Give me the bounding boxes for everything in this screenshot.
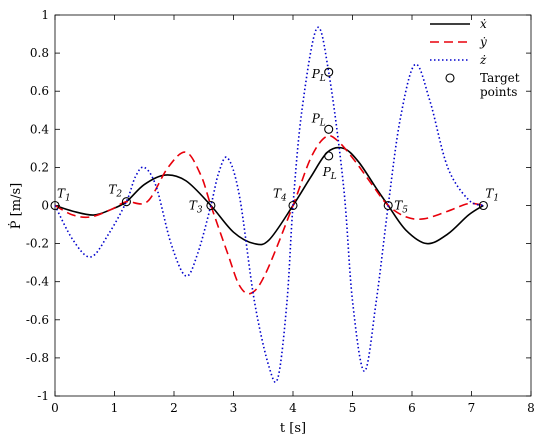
legend-swatch-3 (445, 73, 455, 83)
annotation-0: T1 (57, 187, 71, 204)
target-point-4 (383, 200, 393, 211)
annotation-7: PL (311, 111, 326, 128)
target-point-0 (50, 200, 60, 211)
target-point-1 (121, 197, 131, 207)
x-tick-label-6: 6 (408, 401, 416, 415)
target-point-6 (324, 151, 334, 161)
series-line-2 (54, 26, 484, 383)
x-tick-label-2: 2 (170, 401, 178, 415)
y-tick-label-10: 1 (41, 8, 49, 22)
annotation-2: T3 (189, 199, 203, 216)
target-point-8 (324, 67, 334, 77)
y-tick-label-2: -0.6 (26, 313, 49, 327)
x-tick-label-5: 5 (349, 401, 357, 415)
y-tick-label-8: 0.6 (30, 84, 49, 98)
annotation-8: PL (322, 165, 337, 182)
legend-label-2: ż (479, 53, 487, 67)
target-point-3 (288, 200, 298, 211)
legend-label-1: ẏ (479, 35, 487, 49)
series-line-1 (54, 134, 484, 295)
y-tick-label-0: -1 (37, 389, 49, 403)
x-tick-label-7: 7 (468, 401, 476, 415)
y-tick-label-1: -0.8 (26, 351, 49, 365)
target-point-2 (206, 200, 216, 211)
y-axis-label: Ṗ [m/s] (7, 183, 24, 229)
y-tick-label-5: 0 (41, 199, 49, 213)
legend-label-3-line2: points (480, 85, 517, 99)
annotation-1: T2 (108, 183, 122, 200)
annotation-6: PL (311, 67, 326, 84)
annotation-4: T5 (394, 199, 408, 216)
y-tick-label-4: -0.2 (26, 237, 49, 251)
x-tick-label-4: 4 (289, 401, 297, 415)
y-tick-label-7: 0.4 (30, 122, 49, 136)
annotation-3: T4 (273, 187, 287, 204)
x-tick-label-3: 3 (230, 401, 238, 415)
annotation-5: T1 (485, 187, 499, 204)
x-tick-label-1: 1 (111, 401, 119, 415)
target-markers (50, 67, 488, 211)
annotations: T1 T2 T3 T4 T5 T1 PL PL PL (57, 67, 499, 215)
x-tick-label-8: 8 (527, 401, 535, 415)
axes: 0 1 2 3 4 5 6 7 8 -1 -0.8 -0.6 -0.4 -0.2 0 0.2 0.4 0.6 0.8… (26, 8, 535, 415)
y-tick-label-3: -0.4 (26, 275, 50, 289)
legend-label-3: Target (480, 71, 520, 85)
x-axis-label: t [s] (280, 421, 306, 436)
y-tick-label-9: 0.8 (30, 46, 49, 60)
legend-label-0: ẋ (480, 17, 487, 31)
series-layer (54, 26, 484, 383)
x-tick-label-0: 0 (51, 401, 59, 415)
target-point-5 (478, 200, 488, 211)
target-point-7 (324, 124, 334, 134)
y-tick-label-6: 0.2 (30, 160, 49, 174)
